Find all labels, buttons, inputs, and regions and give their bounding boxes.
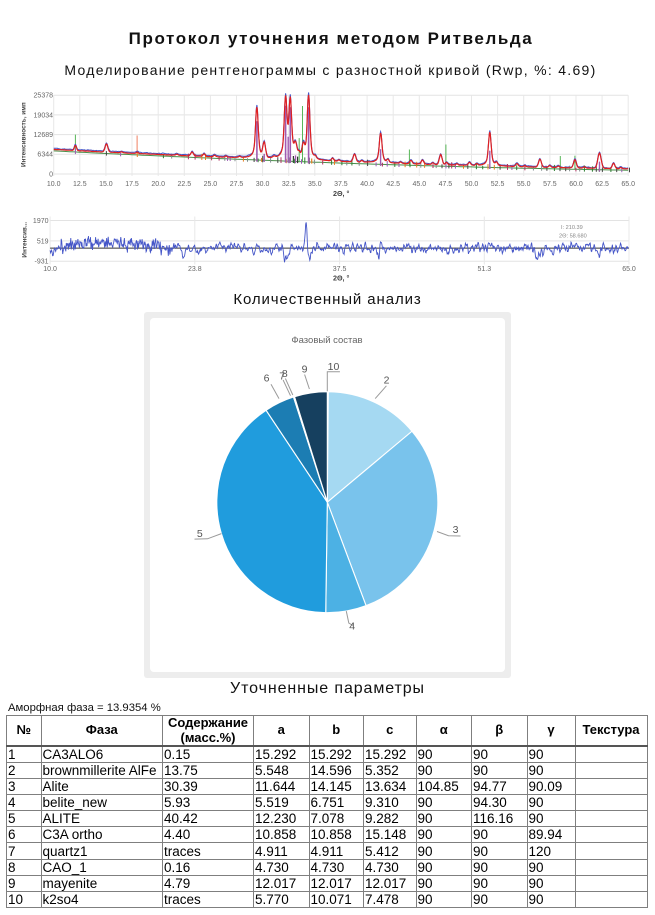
svg-text:5: 5 xyxy=(196,528,202,540)
svg-text:2Θ, °: 2Θ, ° xyxy=(333,274,350,283)
svg-text:10: 10 xyxy=(327,361,339,373)
svg-text:23.8: 23.8 xyxy=(188,266,202,273)
svg-text:25378: 25378 xyxy=(34,93,54,100)
svg-text:50.0: 50.0 xyxy=(465,181,479,188)
svg-text:30.0: 30.0 xyxy=(256,181,270,188)
svg-text:8: 8 xyxy=(281,368,287,380)
svg-text:37.5: 37.5 xyxy=(334,181,348,188)
svg-text:2Θ, °: 2Θ, ° xyxy=(333,189,350,198)
svg-text:22.5: 22.5 xyxy=(177,181,191,188)
svg-text:7: 7 xyxy=(279,370,285,382)
svg-text:9: 9 xyxy=(301,363,307,375)
svg-text:12689: 12689 xyxy=(34,132,54,139)
svg-text:15.0: 15.0 xyxy=(99,181,113,188)
svg-text:25.0: 25.0 xyxy=(204,181,218,188)
svg-text:32.5: 32.5 xyxy=(282,181,296,188)
svg-text:65.0: 65.0 xyxy=(622,266,636,273)
svg-text:65.0: 65.0 xyxy=(621,181,635,188)
svg-text:2: 2 xyxy=(383,374,389,386)
svg-text:I: 210.39: I: 210.39 xyxy=(561,225,583,231)
svg-text:1970: 1970 xyxy=(33,218,49,225)
svg-text:6344: 6344 xyxy=(37,152,53,159)
svg-text:19034: 19034 xyxy=(34,112,54,119)
svg-text:51.3: 51.3 xyxy=(477,266,491,273)
svg-text:Интенсив...: Интенсив... xyxy=(22,222,29,258)
svg-text:-931: -931 xyxy=(34,259,48,266)
svg-text:0: 0 xyxy=(49,171,53,178)
svg-text:40.0: 40.0 xyxy=(360,181,374,188)
svg-text:12.5: 12.5 xyxy=(73,181,87,188)
svg-text:37.5: 37.5 xyxy=(333,266,347,273)
svg-text:52.5: 52.5 xyxy=(491,181,505,188)
svg-text:10.0: 10.0 xyxy=(43,266,57,273)
svg-text:55.0: 55.0 xyxy=(517,181,531,188)
svg-text:519: 519 xyxy=(37,238,49,245)
svg-text:57.5: 57.5 xyxy=(543,181,557,188)
svg-text:17.5: 17.5 xyxy=(125,181,139,188)
svg-text:3: 3 xyxy=(452,524,458,536)
svg-text:4: 4 xyxy=(349,620,355,632)
svg-text:Интенсивность, имп: Интенсивность, имп xyxy=(20,102,27,167)
svg-text:47.5: 47.5 xyxy=(439,181,453,188)
svg-text:10.0: 10.0 xyxy=(47,181,61,188)
svg-text:20.0: 20.0 xyxy=(151,181,165,188)
svg-text:27.5: 27.5 xyxy=(230,181,244,188)
svg-text:42.5: 42.5 xyxy=(386,181,400,188)
svg-text:60.0: 60.0 xyxy=(569,181,583,188)
svg-text:45.0: 45.0 xyxy=(412,181,426,188)
svg-text:2Θ: 58.680: 2Θ: 58.680 xyxy=(559,234,587,240)
svg-text:62.5: 62.5 xyxy=(595,181,609,188)
svg-text:6: 6 xyxy=(263,372,269,384)
svg-text:35.0: 35.0 xyxy=(308,181,322,188)
